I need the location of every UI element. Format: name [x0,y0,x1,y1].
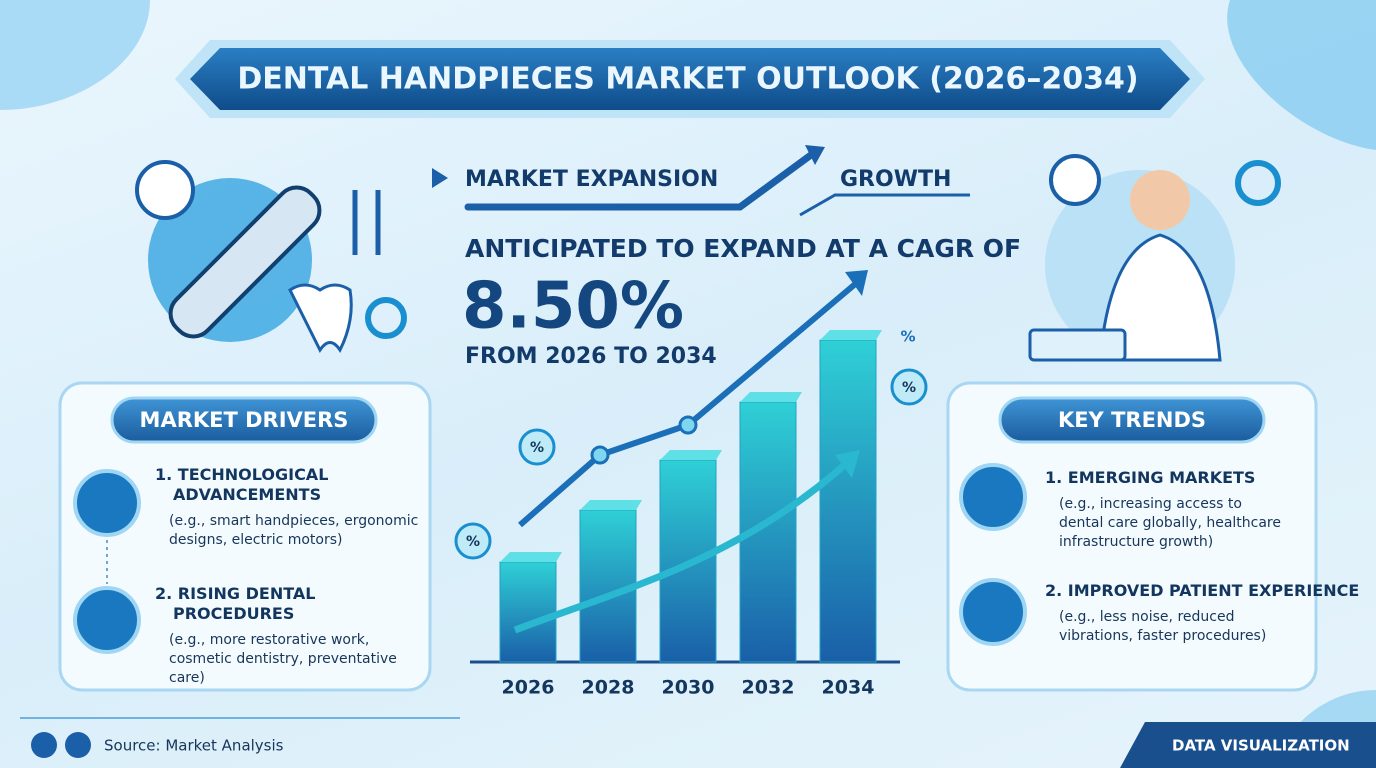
bar-top [500,552,562,562]
badge [454,522,492,560]
cagr-lead: ANTICIPATED TO EXPAND AT A CAGR OF [465,234,1021,263]
arrow [799,193,970,217]
item-title: 1. EMERGING MARKETS [1045,468,1255,487]
item-title: 2. RISING DENTAL PROCEDURES [155,584,315,623]
arrow [464,148,819,211]
growth: GROWTH [840,167,951,192]
item-title: 1. TECHNOLOGICAL ADVANCEMENTS [155,465,328,504]
tooth-icon [135,160,195,220]
bar [819,339,877,663]
trends-card [946,381,1318,692]
device [1028,328,1127,362]
arrow-head [845,270,868,296]
x-tick-label: 2032 [742,677,795,699]
trend-icon [959,578,1027,646]
gear [1235,160,1281,206]
badge-label: % [466,534,480,550]
x-tick-label: 2028 [582,677,635,699]
trends-list: 1. EMERGING MARKETS (e.g., increasing acc… [1045,468,1359,645]
trend-arrow [513,457,853,634]
badge [890,368,928,406]
title: DENTAL HANDPIECES MARKET OUTLOOK (2026–2… [237,62,1138,97]
drivers-list: 1. TECHNOLOGICAL ADVANCEMENTS (e.g., smart… [155,465,418,687]
footer-tag [1120,722,1376,768]
x-tick-label: 2026 [502,677,555,699]
arrow [432,168,448,188]
bar-top [660,450,722,460]
send-icon [65,732,91,758]
tooth [288,283,353,353]
node [678,415,698,435]
driver-icon [73,469,141,537]
bar-top [580,500,642,510]
drivers-card [58,381,432,692]
item-detail: (e.g., more restorative work, cosmetic de… [169,632,397,686]
trend-icon [959,463,1027,531]
dentist-body [1098,233,1222,362]
trend-arrow [518,277,862,528]
source: Source: Market Analysis [104,737,284,755]
drivers-title: MARKET DRIVERS [140,408,349,432]
blob [1227,0,1376,150]
bar-top [740,392,802,402]
drivers-pill [110,396,378,444]
badge-label: % [530,440,544,456]
bar-chart: 2026 2028 2030 2032 2034%%%% [454,270,928,699]
trends-title: KEY TRENDS [1058,408,1206,432]
node [590,445,610,465]
dentist-head [1130,170,1190,230]
item-detail: (e.g., less noise, reduced vibrations, fa… [1059,609,1266,644]
item-title: 2. IMPROVED PATIENT EXPERIENCE [1045,581,1359,600]
driver-icon [73,586,141,654]
bar-top [820,330,882,340]
trends-pill [998,396,1266,444]
cagr-value: 8.50% [462,270,684,344]
handpiece-icon [168,185,322,339]
tooth-icon [1049,154,1101,206]
footer-label: DATA VISUALIZATION [1172,737,1350,755]
cagr-period: FROM 2026 TO 2034 [465,344,717,369]
blob [0,0,150,110]
arrow-head [835,450,860,478]
globe-icon [31,732,57,758]
badge-label: % [900,328,915,346]
badge [518,428,556,466]
item-detail: (e.g., increasing access to dental care g… [1059,496,1281,550]
arrow [805,145,825,165]
bar [499,561,557,663]
badge-label: % [902,380,916,396]
market-expansion: MARKET EXPANSION [465,167,718,192]
gear [365,297,407,339]
x-tick-label: 2034 [822,677,875,699]
x-tick-label: 2030 [662,677,715,699]
item-detail: (e.g., smart handpieces, ergonomic design… [169,513,418,548]
banner [190,48,1190,110]
